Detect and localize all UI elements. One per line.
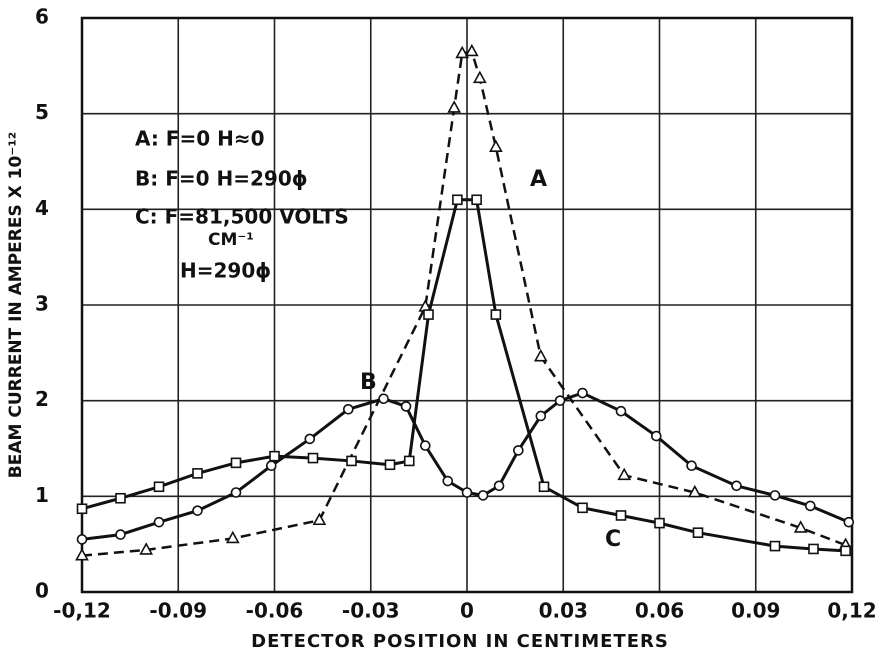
marker (153, 481, 165, 493)
marker (423, 309, 434, 320)
marker (307, 452, 319, 464)
marker (115, 529, 126, 540)
marker (687, 484, 702, 498)
marker (139, 542, 154, 555)
x-tick-label: -0,12 (53, 599, 111, 623)
marker (489, 139, 503, 152)
marker (76, 503, 88, 515)
annotation: H=290ϕ (180, 259, 271, 283)
marker (76, 534, 88, 545)
marker (840, 545, 851, 557)
x-tick-label: -0.06 (246, 599, 304, 623)
curve-label: A (530, 167, 547, 192)
marker (804, 500, 816, 512)
marker (554, 395, 566, 406)
marker (477, 490, 489, 501)
marker (230, 487, 242, 498)
marker (493, 480, 505, 492)
marker (533, 348, 548, 362)
marker (471, 194, 482, 206)
marker (455, 45, 470, 59)
marker (269, 450, 280, 462)
marker (538, 481, 550, 493)
marker (769, 540, 781, 552)
y-tick-label: 6 (35, 5, 49, 29)
x-tick-label: 0.09 (731, 599, 780, 623)
annotation: CM⁻¹ (208, 230, 254, 250)
x-tick-label: 0.06 (635, 599, 684, 623)
x-tick-label: 0.03 (539, 599, 588, 623)
y-tick-label: 5 (35, 100, 49, 124)
series-line (81, 198, 846, 553)
x-axis-label: DETECTOR POSITION IN CENTIMETERS (251, 631, 669, 652)
marker (378, 393, 389, 405)
plot-frame (80, 16, 854, 594)
marker (472, 70, 487, 84)
x-tick-label: 0,12 (827, 599, 876, 623)
marker (346, 455, 357, 467)
marker (513, 445, 524, 456)
marker (447, 100, 462, 113)
curve-label: C (605, 527, 621, 552)
annotation: B: F=0 H=290ϕ (135, 167, 308, 191)
marker (419, 440, 431, 451)
marker (400, 401, 412, 412)
marker (535, 410, 547, 422)
marker (403, 455, 415, 467)
x-tick-label: -0.03 (342, 599, 400, 623)
marker (615, 405, 627, 417)
series-line (81, 391, 850, 541)
annotation: A: F=0 H≈0 (135, 127, 265, 151)
marker (808, 543, 819, 555)
marker (230, 457, 242, 469)
marker (225, 530, 240, 544)
marker (153, 516, 165, 528)
marker (793, 520, 808, 533)
marker (115, 492, 126, 504)
annotation: C: F=81,500 VOLTS (135, 205, 349, 229)
marker (342, 403, 354, 415)
y-tick-label: 2 (35, 387, 49, 411)
marker (577, 502, 588, 514)
marker (452, 194, 463, 206)
marker (617, 467, 632, 481)
marker (490, 309, 502, 320)
marker (654, 517, 665, 529)
marker (650, 430, 662, 442)
marker (192, 505, 203, 516)
marker (731, 480, 742, 492)
y-tick-label: 4 (35, 196, 49, 220)
marker (843, 516, 855, 528)
y-tick-label: 3 (35, 292, 49, 316)
marker (464, 43, 479, 57)
marker (312, 512, 327, 526)
marker (769, 490, 781, 501)
y-tick-label: 0 (35, 579, 49, 603)
x-tick-label: 0 (460, 599, 474, 623)
marker (577, 387, 588, 399)
marker (265, 460, 277, 472)
y-tick-label: 1 (35, 483, 49, 507)
curve-label: B (360, 370, 377, 395)
marker (304, 433, 316, 445)
marker (192, 468, 203, 479)
marker (615, 510, 627, 521)
marker (692, 527, 704, 538)
y-axis-label: BEAM CURRENT IN AMPERES X 10⁻¹² (6, 132, 26, 478)
marker (461, 487, 473, 498)
x-tick-label: -0.09 (149, 599, 207, 623)
marker (384, 459, 396, 471)
marker (75, 547, 89, 561)
marker (442, 475, 454, 487)
marker (686, 460, 697, 472)
